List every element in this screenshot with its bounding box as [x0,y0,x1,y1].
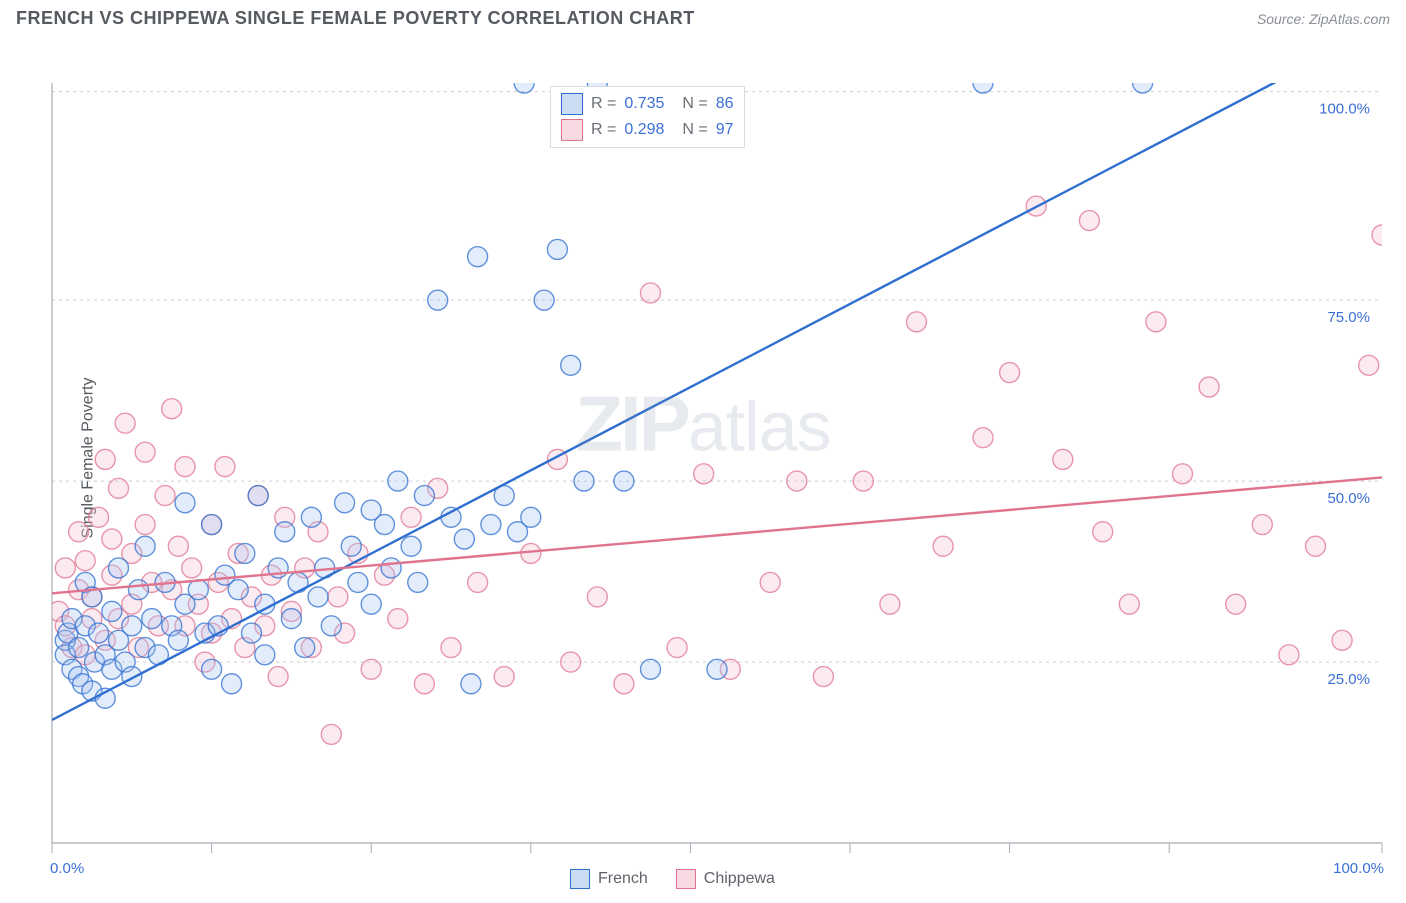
legend-series-name: French [598,870,648,888]
legend-r-value: 0.298 [624,121,664,139]
chart-header: FRENCH VS CHIPPEWA SINGLE FEMALE POVERTY… [0,0,1406,33]
legend-row: R = 0.298 N = 97 [561,117,734,143]
legend-swatch [561,93,583,115]
svg-text:0.0%: 0.0% [50,860,84,877]
legend-series-item: French [570,869,648,889]
svg-text:50.0%: 50.0% [1327,490,1370,507]
legend-r-label: R = [591,95,616,113]
scatter-plot: 25.0% 50.0% 75.0% 100.0% 0.0% 100.0% [0,33,1406,903]
correlation-legend: R = 0.735 N = 86 R = 0.298 N = 97 [550,86,745,148]
legend-swatch [561,119,583,141]
legend-series-item: Chippewa [676,869,775,889]
chart-area: Single Female Poverty 25.0%50.0%75.0%100… [0,33,1406,883]
svg-text:100.0%: 100.0% [1319,101,1370,118]
svg-text:100.0%: 100.0% [1333,860,1384,877]
chart-source: Source: ZipAtlas.com [1257,11,1390,27]
legend-swatch [570,869,590,889]
legend-swatch [676,869,696,889]
legend-r-value: 0.735 [624,95,664,113]
svg-text:75.0%: 75.0% [1327,309,1370,326]
legend-n-value: 97 [716,121,734,139]
legend-series-name: Chippewa [704,870,775,888]
series-legend: French Chippewa [570,869,775,889]
legend-row: R = 0.735 N = 86 [561,91,734,117]
legend-r-label: R = [591,121,616,139]
chart-title: FRENCH VS CHIPPEWA SINGLE FEMALE POVERTY… [16,8,695,29]
svg-text:25.0%: 25.0% [1327,671,1370,688]
legend-n-value: 86 [716,95,734,113]
legend-n-label: N = [682,95,707,113]
legend-n-label: N = [682,121,707,139]
